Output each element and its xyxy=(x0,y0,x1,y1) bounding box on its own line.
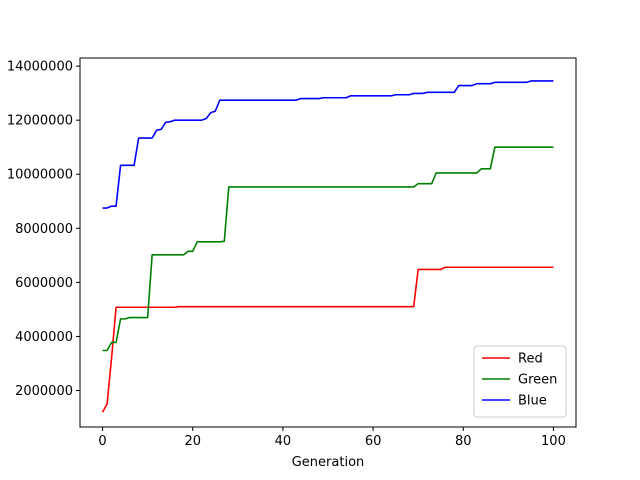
plot-lines xyxy=(101,80,554,413)
y-tick-label: 10000000 xyxy=(7,168,73,183)
y-tick-label: 4000000 xyxy=(15,330,73,345)
x-axis-title: Generation xyxy=(292,455,365,470)
y-tick-label: 12000000 xyxy=(7,114,73,129)
x-tick-label: 80 xyxy=(455,434,472,449)
y-tick-label: 14000000 xyxy=(7,60,73,75)
x-tick-label: 20 xyxy=(184,434,201,449)
y-axis-ticks: 2000000 4000000 6000000 8000000 10000000 1200… xyxy=(7,60,80,399)
x-tick-label: 0 xyxy=(98,434,106,449)
plot-frame xyxy=(79,57,577,428)
y-tick-label: 8000000 xyxy=(15,222,73,237)
y-tick-label: 2000000 xyxy=(15,384,73,399)
x-tick-label: 100 xyxy=(541,434,566,449)
legend: Red Green Blue xyxy=(473,345,567,418)
series-line-red xyxy=(101,266,554,413)
y-tick-label: 6000000 xyxy=(15,276,73,291)
x-tick-label: 40 xyxy=(275,434,292,449)
x-tick-label: 60 xyxy=(365,434,382,449)
legend-label-red: Red xyxy=(518,352,543,367)
legend-label-green: Green xyxy=(518,373,557,388)
series-line-blue xyxy=(102,80,554,209)
x-axis-ticks: 0 20 40 60 80 100 xyxy=(98,427,566,449)
series-line-green xyxy=(102,146,554,352)
legend-label-blue: Blue xyxy=(518,394,547,409)
